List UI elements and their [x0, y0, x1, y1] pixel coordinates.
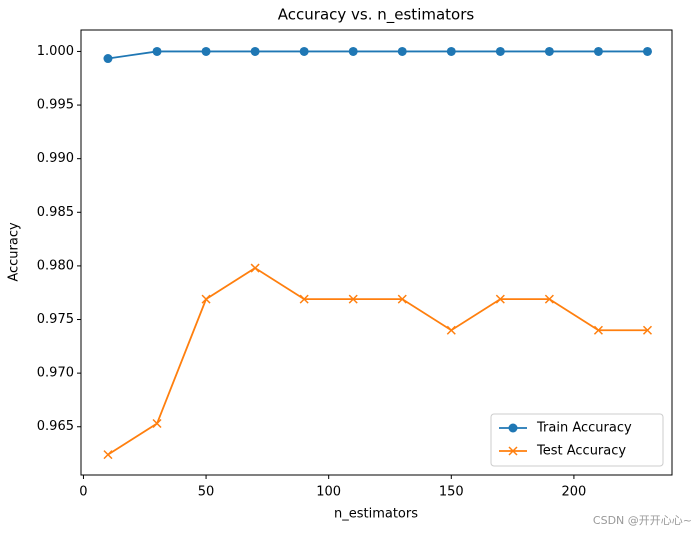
- marker: [397, 46, 407, 56]
- marker: [446, 325, 456, 335]
- marker: [642, 46, 652, 56]
- marker: [152, 418, 162, 429]
- marker: [495, 46, 505, 56]
- x-axis-label: n_estimators: [334, 507, 418, 522]
- x-tick-label: 200: [561, 485, 586, 500]
- y-tick-label: 0.975: [37, 312, 74, 327]
- marker: [544, 294, 554, 304]
- marker: [152, 46, 162, 56]
- legend-marker: [508, 446, 518, 456]
- marker: [642, 325, 653, 335]
- y-tick-label: 0.970: [37, 366, 74, 381]
- marker: [495, 294, 505, 304]
- y-tick-label: 0.995: [37, 98, 74, 113]
- legend-label: Train Accuracy: [536, 421, 632, 436]
- series-line: [107, 266, 648, 456]
- x-tick-label: 50: [198, 485, 215, 500]
- x-tick-label: 0: [79, 485, 87, 500]
- plot-frame: [80, 29, 673, 476]
- series-line: [107, 50, 648, 60]
- y-tick-label: 0.980: [37, 258, 74, 273]
- marker: [397, 294, 407, 304]
- y-tick-label: 0.990: [37, 151, 74, 166]
- marker: [348, 294, 358, 304]
- x-tick-label: 100: [316, 485, 341, 500]
- legend-label: Test Accuracy: [536, 444, 626, 459]
- marker: [299, 46, 309, 56]
- marker: [250, 46, 260, 56]
- marker: [446, 46, 456, 56]
- y-tick-label: 0.965: [37, 419, 74, 434]
- marker: [544, 46, 554, 56]
- legend-box: [490, 413, 664, 467]
- marker: [103, 54, 113, 64]
- marker: [201, 294, 211, 304]
- marker: [201, 46, 211, 56]
- y-tick-label: 0.985: [37, 205, 74, 220]
- marker: [593, 325, 603, 335]
- marker: [250, 263, 260, 273]
- marker: [299, 294, 309, 304]
- legend-marker: [508, 423, 518, 433]
- y-tick-label: 1.000: [37, 44, 74, 59]
- watermark: CSDN @开开心心~: [593, 514, 692, 527]
- marker: [593, 46, 603, 56]
- chart-title: Accuracy vs. n_estimators: [278, 6, 475, 25]
- marker: [103, 450, 113, 460]
- y-axis-label: Accuracy: [7, 222, 22, 282]
- x-tick-label: 150: [439, 485, 464, 500]
- marker: [348, 46, 358, 56]
